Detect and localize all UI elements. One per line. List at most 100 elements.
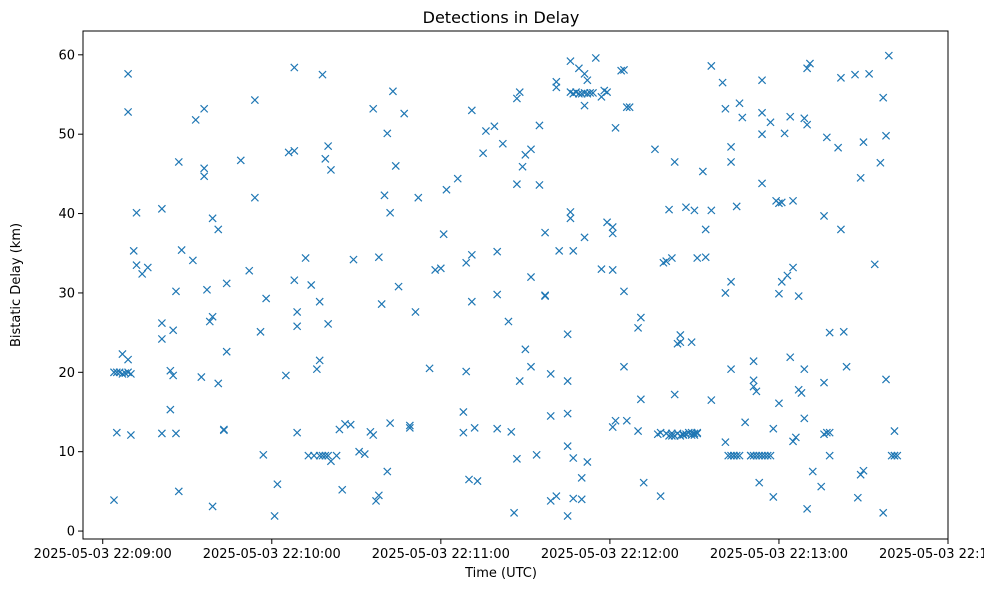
- data-point: [301, 253, 310, 263]
- data-point: [349, 255, 358, 264]
- data-point: [597, 265, 606, 274]
- data-point: [467, 297, 476, 306]
- data-point: [780, 129, 789, 138]
- data-point: [583, 457, 592, 467]
- data-point: [326, 165, 335, 174]
- data-point: [622, 103, 631, 112]
- data-point: [577, 495, 586, 504]
- data-point: [763, 451, 772, 460]
- data-point: [171, 287, 181, 296]
- data-point: [732, 451, 741, 460]
- data-point: [580, 233, 589, 242]
- data-point: [391, 161, 400, 170]
- data-point: [493, 290, 502, 299]
- data-point: [290, 146, 299, 155]
- data-point: [842, 362, 851, 371]
- data-point: [129, 246, 138, 255]
- data-point: [727, 157, 736, 166]
- data-point: [425, 364, 434, 373]
- data-point: [752, 387, 761, 396]
- data-point: [850, 70, 860, 79]
- data-point: [315, 297, 324, 306]
- data-point: [526, 362, 536, 371]
- data-point: [569, 246, 578, 255]
- data-point: [786, 112, 795, 121]
- x-tick-label: 2025-05-03 22:09:00: [34, 547, 172, 562]
- data-point: [250, 96, 259, 105]
- data-point: [690, 429, 699, 438]
- data-point: [569, 494, 578, 503]
- data-point: [177, 246, 186, 255]
- data-point: [188, 256, 197, 265]
- data-point: [859, 138, 868, 147]
- data-point: [191, 115, 200, 124]
- data-point: [727, 142, 736, 151]
- data-point: [766, 118, 775, 127]
- data-point: [512, 180, 521, 189]
- data-point: [290, 63, 299, 72]
- data-point: [293, 307, 302, 317]
- data-point: [464, 475, 474, 484]
- data-point: [670, 390, 679, 399]
- data-point: [732, 202, 741, 211]
- data-point: [597, 92, 606, 101]
- data-point: [518, 162, 527, 171]
- data-point: [608, 223, 617, 232]
- data-point: [881, 131, 891, 140]
- data-point: [758, 108, 767, 117]
- data-point: [803, 120, 812, 129]
- data-point: [588, 88, 598, 97]
- data-point: [566, 207, 575, 216]
- data-point: [459, 428, 468, 437]
- data-point: [670, 157, 679, 166]
- data-point: [171, 429, 181, 438]
- data-point: [493, 424, 502, 433]
- y-tick-label: 0: [67, 525, 75, 540]
- data-point: [526, 273, 536, 282]
- data-point: [721, 438, 730, 447]
- data-point: [259, 450, 268, 459]
- data-point: [174, 487, 183, 496]
- data-point: [166, 405, 175, 414]
- data-point: [789, 263, 798, 272]
- data-point: [800, 114, 809, 123]
- data-point: [473, 477, 482, 486]
- data-point: [507, 427, 516, 436]
- data-point: [749, 382, 758, 391]
- data-point: [546, 411, 555, 420]
- data-point: [667, 431, 676, 440]
- data-point: [386, 419, 395, 428]
- data-point: [202, 285, 211, 294]
- data-point: [777, 198, 786, 207]
- data-point: [169, 326, 178, 335]
- data-point: [208, 502, 217, 511]
- data-point: [881, 375, 891, 384]
- y-tick-label: 10: [58, 445, 75, 460]
- data-point: [219, 426, 228, 435]
- data-point: [132, 208, 141, 217]
- data-point: [667, 253, 676, 263]
- data-point: [400, 109, 409, 118]
- x-tick-label: 2025-05-03 22:14:00: [879, 547, 984, 562]
- data-point: [552, 492, 561, 501]
- data-point: [462, 258, 471, 267]
- data-point: [603, 218, 612, 227]
- data-point: [608, 423, 617, 432]
- data-point: [512, 454, 521, 463]
- data-point: [394, 282, 403, 291]
- data-point: [318, 70, 327, 79]
- data-point: [865, 69, 874, 78]
- data-point: [783, 271, 792, 280]
- data-point: [622, 416, 631, 425]
- data-point: [169, 371, 178, 380]
- data-point: [377, 300, 386, 309]
- data-point: [541, 228, 550, 237]
- data-point: [462, 367, 471, 376]
- data-point: [701, 253, 710, 262]
- data-point: [467, 106, 476, 115]
- y-axis-ticks: 0 10 20 30 40 50 60: [58, 48, 83, 540]
- y-tick-label: 30: [58, 286, 75, 301]
- data-point: [681, 203, 690, 212]
- data-point: [498, 139, 507, 148]
